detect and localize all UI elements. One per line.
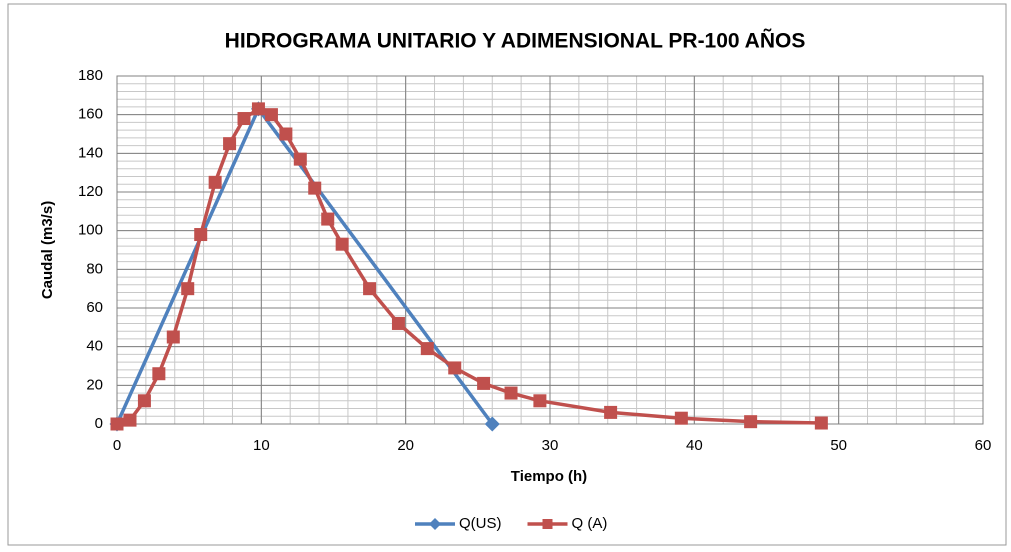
y-axis-label: Caudal (m3/s) <box>39 201 56 299</box>
marker <box>194 228 208 242</box>
marker <box>110 417 124 431</box>
x-tick-label: 20 <box>397 437 414 454</box>
x-tick-label: 30 <box>542 437 559 454</box>
y-tick-label: 80 <box>86 260 103 277</box>
marker <box>604 405 618 419</box>
legend-marker <box>542 519 553 529</box>
marker <box>335 237 349 251</box>
marker <box>504 386 518 400</box>
marker <box>533 394 547 408</box>
marker <box>152 367 166 381</box>
marker <box>251 102 265 116</box>
x-tick-label: 50 <box>830 437 847 454</box>
legend-label: Q(US) <box>459 515 502 532</box>
legend-marker <box>429 518 441 530</box>
marker <box>166 330 180 344</box>
marker <box>264 108 278 122</box>
x-tick-label: 40 <box>686 437 703 454</box>
y-tick-label: 160 <box>78 106 103 123</box>
marker <box>391 316 405 330</box>
marker <box>181 282 195 296</box>
x-axis-label: Tiempo (h) <box>511 468 587 485</box>
marker <box>123 413 137 427</box>
y-tick-label: 140 <box>78 144 103 161</box>
y-tick-label: 120 <box>78 183 103 200</box>
marker <box>420 342 434 356</box>
legend-label: Q (A) <box>572 515 608 532</box>
y-tick-label: 60 <box>86 299 103 316</box>
x-tick-label: 10 <box>253 437 270 454</box>
plot-border <box>116 75 984 425</box>
y-tick-label: 180 <box>78 67 103 84</box>
marker <box>279 127 293 141</box>
marker <box>484 416 500 432</box>
y-tick-label: 0 <box>95 415 103 432</box>
y-tick-label: 100 <box>78 222 103 239</box>
marker <box>237 112 251 126</box>
x-tick-label: 60 <box>975 437 992 454</box>
marker <box>223 137 237 151</box>
y-tick-label: 20 <box>86 376 103 393</box>
marker <box>308 181 322 195</box>
marker <box>477 376 491 390</box>
y-tick-label: 40 <box>86 338 103 355</box>
marker <box>363 282 377 296</box>
chart-frame <box>7 3 1007 546</box>
marker <box>293 152 307 166</box>
marker <box>321 212 335 226</box>
marker <box>674 411 688 425</box>
marker <box>137 394 151 408</box>
series-line <box>116 106 822 426</box>
chart-title: HIDROGRAMA UNITARIO Y ADIMENSIONAL PR-10… <box>225 30 806 53</box>
marker <box>744 415 758 429</box>
x-tick-label: 0 <box>113 437 121 454</box>
marker <box>448 361 462 375</box>
marker <box>814 416 828 430</box>
marker <box>208 175 222 189</box>
